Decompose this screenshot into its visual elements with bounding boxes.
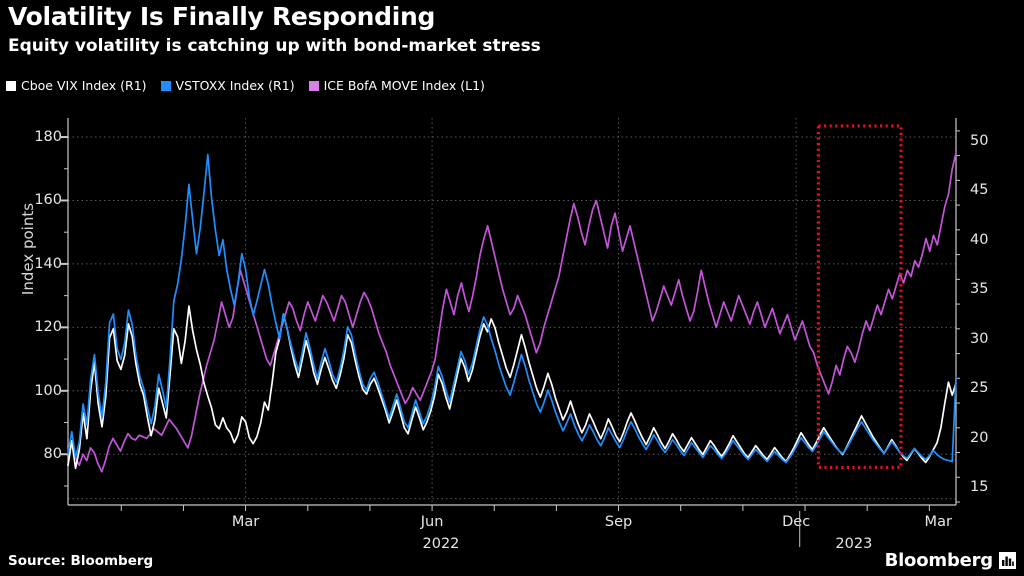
x-axis-year-2022: 2022: [422, 536, 460, 552]
left-axis-tick-120: 120: [34, 319, 62, 336]
left-axis-tick-140: 140: [34, 255, 62, 272]
legend-item-vstoxx[interactable]: VSTOXX Index (R1): [160, 78, 295, 93]
right-axis-tick-15: 15: [970, 479, 989, 496]
left-axis-tick-180: 180: [34, 129, 62, 146]
right-axis-ticklabels: 15 20 25 30 35 40 45 50: [964, 0, 1024, 576]
series-line-vstoxx[interactable]: [67, 153, 957, 464]
legend-item-vix[interactable]: Cboe VIX Index (R1): [6, 78, 147, 93]
x-axis-tick-mar-0: Mar: [231, 514, 260, 530]
legend-label-vix: Cboe VIX Index (R1): [21, 78, 147, 93]
x-axis-tick-sep-2: Sep: [604, 514, 633, 530]
x-axis-tick-mar-4: Mar: [924, 514, 952, 530]
left-axis-tick-100: 100: [34, 382, 62, 399]
legend-swatch-vstoxx-icon: [160, 80, 171, 91]
left-axis-tick-80: 80: [43, 446, 62, 463]
brand-text: Bloomberg: [884, 550, 994, 571]
left-axis-tick-160: 160: [34, 192, 62, 209]
right-axis-tick-50: 50: [970, 132, 989, 149]
source-label: Source: Bloomberg: [8, 553, 154, 569]
chart-legend: Cboe VIX Index (R1) VSTOXX Index (R1) IC…: [6, 78, 485, 93]
left-axis-ticklabels: 80 100 120 140 160 180: [0, 0, 62, 576]
bloomberg-logo-icon: [999, 552, 1016, 569]
x-axis-year-2023: 2023: [835, 536, 873, 552]
right-axis-tick-35: 35: [970, 281, 989, 298]
legend-label-vstoxx: VSTOXX Index (R1): [175, 78, 295, 93]
legend-swatch-vix-icon: [6, 80, 16, 91]
right-axis-tick-25: 25: [970, 380, 989, 397]
right-axis-tick-30: 30: [970, 330, 989, 347]
right-axis-tick-20: 20: [970, 429, 989, 446]
recent-period-highlight-box: [816, 124, 903, 469]
right-axis-tick-45: 45: [970, 182, 989, 199]
legend-item-move[interactable]: ICE BofA MOVE Index (L1): [308, 78, 485, 93]
x-axis-tick-jun-1: Jun: [420, 514, 444, 530]
x-axis-tick-dec-3: Dec: [782, 514, 811, 530]
right-axis-tick-40: 40: [970, 231, 989, 248]
series-line-vix[interactable]: [67, 305, 957, 470]
bloomberg-brand: Bloomberg: [885, 550, 1016, 571]
legend-swatch-move-icon: [308, 80, 319, 91]
series-line-move[interactable]: [67, 152, 957, 473]
page-title: Volatility Is Finally Responding: [8, 2, 436, 31]
page-subtitle: Equity volatility is catching up with bo…: [8, 36, 541, 56]
legend-label-move: ICE BofA MOVE Index (L1): [323, 78, 485, 93]
